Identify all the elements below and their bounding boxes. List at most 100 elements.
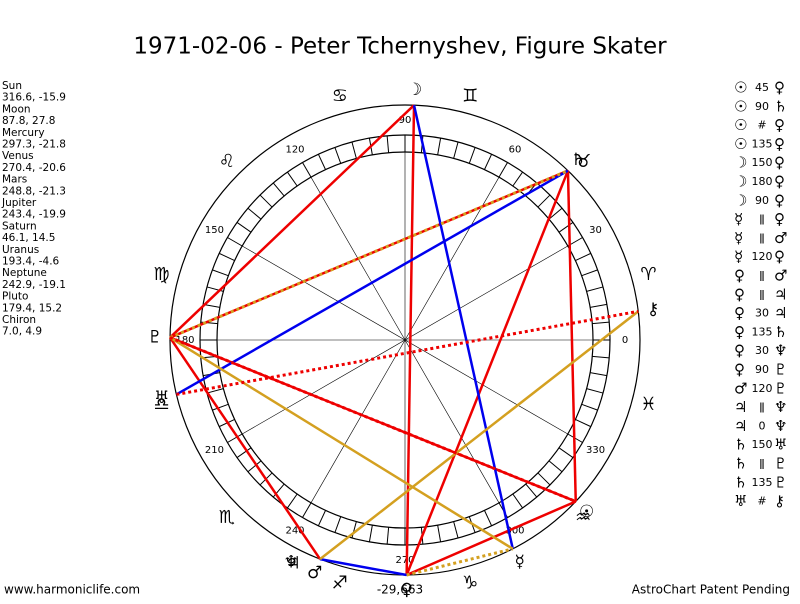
aspect-planet: ♅ [774, 436, 787, 454]
aspect-angle: # [757, 119, 766, 132]
aspect-line [405, 105, 416, 576]
aspect-line [406, 547, 514, 577]
aspect-planet: ♄ [734, 455, 747, 473]
position-value: 179.4, 15.2 [2, 302, 62, 314]
zodiac-sign: ♏ [219, 507, 235, 528]
degree-tick [558, 222, 574, 233]
aspect-planet: ☉ [734, 79, 747, 97]
degree-label: 300 [505, 526, 524, 537]
aspect-planet: ♅ [734, 492, 747, 510]
aspect-planet: ♀ [734, 267, 745, 285]
aspect-planet: ☉ [734, 97, 747, 115]
zodiac-sign: ♊ [462, 86, 478, 107]
aspect-angle: 120 [752, 250, 773, 263]
title: 1971-02-06 - Peter Tchernyshev, Figure S… [133, 34, 667, 60]
aspect-planet: ♃ [774, 285, 787, 303]
aspect-line [405, 170, 570, 576]
aspect-angle: 30 [755, 344, 769, 357]
degree-tick [236, 447, 252, 458]
position-name: Uranus [2, 244, 39, 256]
degree-label: 180 [175, 335, 194, 346]
degree-tick [525, 483, 538, 498]
degree-tick [581, 403, 598, 411]
degree-tick [592, 355, 610, 359]
aspect-angle: 90 [755, 100, 769, 113]
degree-tick [592, 321, 610, 325]
degree-tick [218, 252, 235, 262]
degree-tick [302, 502, 312, 518]
position-name: Saturn [2, 220, 37, 232]
degree-tick [227, 237, 243, 247]
zodiac-sign: ♓ [640, 394, 656, 415]
aspect-planet: ♄ [774, 97, 787, 115]
aspect-planet: ☉ [734, 116, 747, 134]
planet-glyph: ♃ [285, 554, 300, 574]
degree-tick [558, 447, 574, 458]
aspect-line [169, 336, 577, 503]
degree-tick [287, 493, 298, 509]
aspect-planet: ♀ [774, 173, 785, 191]
degree-tick [259, 194, 273, 208]
degree-tick [575, 418, 592, 428]
aspect-angle: ǁ [759, 457, 764, 470]
aspect-angle: 90 [755, 194, 769, 207]
aspect-planet: ♄ [734, 436, 747, 454]
degree-tick [483, 510, 493, 527]
degree-label: 270 [395, 555, 414, 566]
aspect-line [169, 336, 514, 550]
degree-label: 120 [285, 144, 304, 155]
aspect-line [168, 336, 322, 560]
aspect-angle: 150 [752, 438, 773, 451]
aspect-line [319, 557, 407, 577]
aspect-planet: ♂ [774, 267, 787, 285]
zodiac-sign: ♒ [575, 507, 591, 528]
aspect-line [406, 500, 577, 577]
degree-tick [212, 403, 229, 411]
aspect-planet: ♄ [734, 473, 747, 491]
degree-tick [575, 252, 592, 262]
degree-tick [386, 527, 390, 545]
aspect-line [176, 309, 639, 396]
position-value: 243.4, -19.9 [2, 209, 66, 221]
aspect-planet: ☉ [734, 135, 747, 153]
aspect-angle: 90 [755, 363, 769, 376]
aspect-line [169, 169, 569, 339]
aspect-planet: ♇ [774, 361, 787, 379]
aspect-angle: 0 [759, 419, 766, 432]
aspect-angle: 180 [752, 175, 773, 188]
aspect-planet: ♀ [774, 154, 785, 172]
planet-glyph: ☉ [579, 502, 594, 522]
aspect-planet: ☿ [734, 229, 743, 247]
aspect-planet: ♀ [734, 342, 745, 360]
degree-tick [368, 525, 373, 542]
degree-tick [247, 207, 262, 220]
degree-label: 90 [399, 115, 412, 126]
degree-tick [227, 433, 243, 443]
position-name: Mars [2, 174, 27, 186]
degree-tick [287, 171, 298, 187]
zodiac-sign: ♎ [154, 394, 170, 415]
degree-label: 330 [586, 445, 605, 456]
aspect-angle: 45 [755, 81, 769, 94]
zodiac-sign: ♑ [462, 572, 478, 593]
aspect-planet: ♆ [774, 342, 787, 360]
planet-glyph: ♀ [401, 580, 413, 600]
zodiac-sign: ♈ [640, 264, 656, 285]
aspect-planet: ♇ [774, 473, 787, 491]
planet-glyph: ☽ [407, 80, 422, 100]
position-name: Mercury [2, 127, 45, 139]
footer-center: -29,663 [377, 583, 423, 597]
degree-tick [437, 138, 442, 155]
aspect-planet: ♀ [774, 248, 785, 266]
position-name: Sun [2, 80, 22, 92]
aspect-planet: ♀ [734, 285, 745, 303]
aspect-planet: ♄ [774, 323, 787, 341]
zodiac-sign: ♍ [154, 264, 170, 285]
degree-tick [351, 141, 357, 159]
degree-tick [334, 147, 342, 164]
aspect-planet: ♀ [734, 323, 745, 341]
degree-tick [512, 493, 523, 509]
aspect-angle: 150 [752, 156, 773, 169]
aspect-angle: 135 [752, 137, 773, 150]
planet-glyph: ☿ [514, 552, 524, 572]
